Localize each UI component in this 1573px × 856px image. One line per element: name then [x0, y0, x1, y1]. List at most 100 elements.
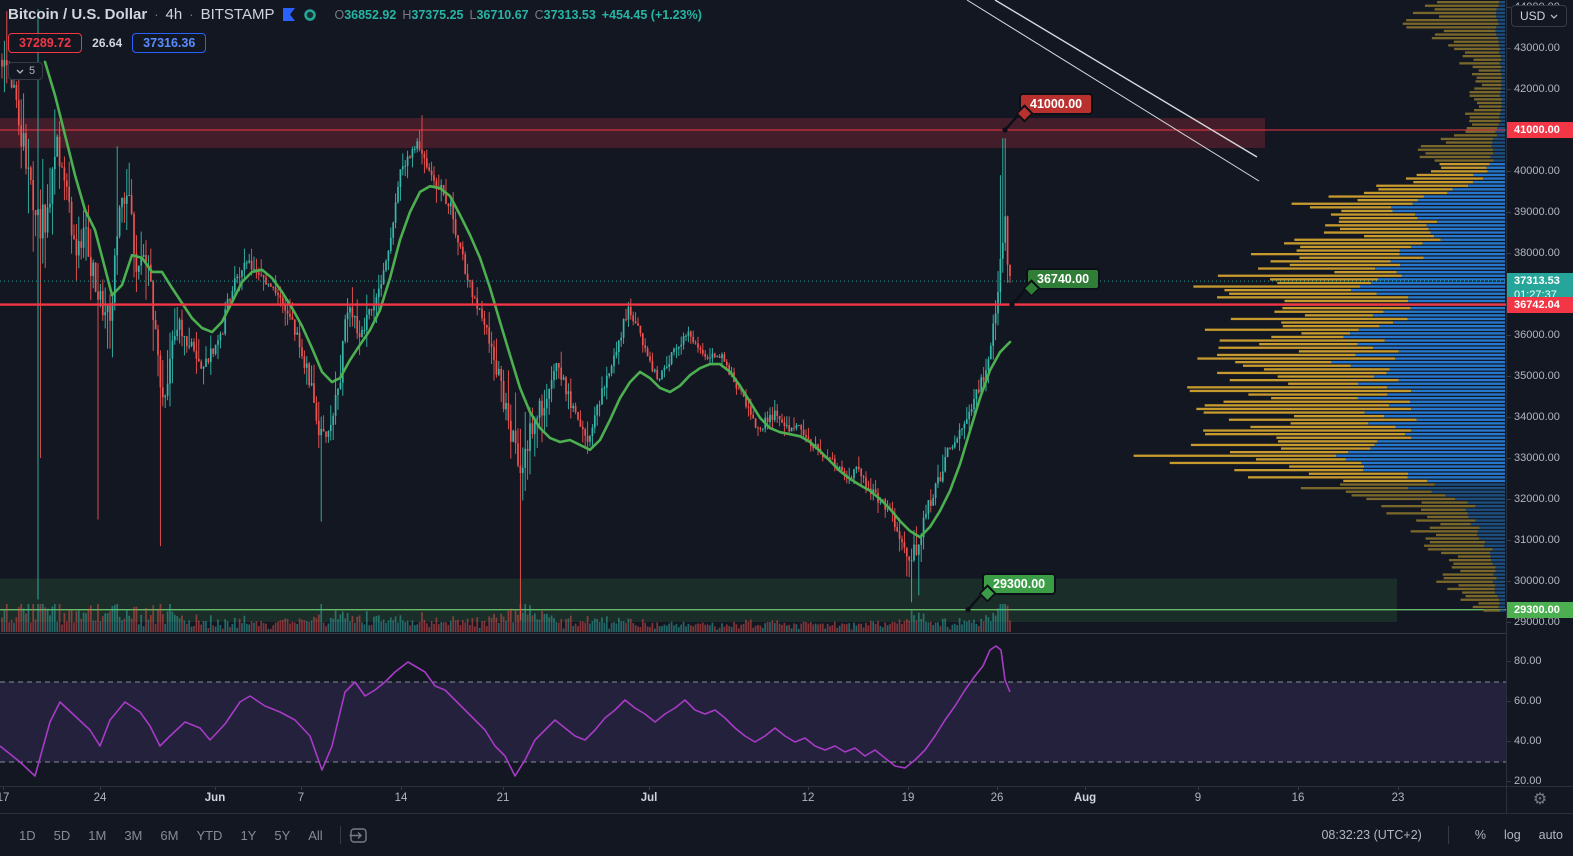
range-button-all[interactable]: All — [308, 827, 323, 843]
change-value: +454.45 (+1.23%) — [601, 7, 702, 22]
open-label: O — [334, 7, 345, 22]
time-tick: 17 — [0, 792, 10, 804]
clock-timezone[interactable]: 08:32:23 (UTC+2) — [1321, 828, 1422, 842]
market-status-dot-icon — [303, 8, 317, 22]
time-axis[interactable]: 17 24 Jun 7 14 21 Jul 12 19 26 Aug 9 16 23 — [0, 786, 1506, 813]
close-value: 37313.53 — [543, 7, 596, 22]
volume-bars — [1, 604, 1011, 632]
rsi-chart-canvas[interactable] — [0, 634, 1506, 786]
symbol-title[interactable]: Bitcoin / U.S. Dollar — [8, 6, 148, 23]
tick-mark — [1507, 7, 1511, 8]
time-tick: Aug — [1073, 792, 1097, 804]
time-tick: 16 — [1291, 792, 1305, 804]
currency-label: USD — [1520, 9, 1546, 23]
time-tick-mark — [1398, 786, 1399, 790]
price-tick: 32000.00 — [1514, 493, 1560, 505]
chevron-down-icon — [1550, 14, 1558, 19]
range-button-5d[interactable]: 5D — [53, 827, 71, 843]
rsi-tick: 40.00 — [1514, 735, 1542, 747]
range-button-1m[interactable]: 1M — [88, 827, 107, 843]
tick-mark — [1507, 458, 1511, 459]
tick-mark — [1507, 335, 1511, 336]
close-label: C — [534, 7, 544, 22]
range-button-5y[interactable]: 5Y — [274, 827, 291, 843]
log-scale-button[interactable]: log — [1503, 828, 1521, 842]
low-value: 36710.67 — [476, 7, 529, 22]
auto-scale-button[interactable]: auto — [1538, 828, 1563, 842]
time-tick: 14 — [394, 792, 408, 804]
tick-mark — [1507, 661, 1511, 662]
price-label-41000.00: 41000.00 — [1507, 122, 1573, 138]
time-tick-mark — [908, 786, 909, 790]
separator: · — [154, 7, 159, 22]
tick-mark — [1507, 781, 1511, 782]
tick-mark — [1507, 253, 1511, 254]
time-tick: 19 — [901, 792, 915, 804]
moving-average-line — [43, 60, 1012, 539]
price-tick: 33000.00 — [1514, 452, 1560, 464]
price-chart-canvas[interactable] — [0, 0, 1506, 633]
time-tick: 12 — [801, 792, 815, 804]
price-tick: 39000.00 — [1514, 206, 1560, 218]
resistance-zone[interactable] — [0, 118, 1265, 149]
support-zone[interactable] — [0, 578, 1397, 622]
rsi-pane[interactable] — [0, 633, 1506, 786]
time-tick-mark — [1198, 786, 1199, 790]
price-callout-resistance[interactable]: 41000.00 — [1019, 93, 1094, 115]
high-label: H — [402, 7, 412, 22]
price-callout-support[interactable]: 29300.00 — [982, 572, 1057, 595]
range-button-ytd[interactable]: YTD — [196, 827, 223, 843]
gear-icon[interactable]: ⚙ — [1532, 790, 1548, 808]
price-tick: 38000.00 — [1514, 247, 1560, 259]
price-tick: 30000.00 — [1514, 575, 1560, 587]
percent-scale-button[interactable]: % — [1474, 828, 1486, 842]
high-value: 37375.25 — [411, 7, 464, 22]
chart-legend: Bitcoin / U.S. Dollar · 4h · BITSTAMP O3… — [8, 6, 702, 80]
range-button-6m[interactable]: 6M — [160, 827, 179, 843]
chevron-down-icon — [16, 69, 24, 74]
buy-price-button[interactable]: 37316.36 — [132, 33, 207, 53]
time-tick: Jun — [204, 792, 226, 804]
time-tick-mark — [301, 786, 302, 790]
rsi-tick: 80.00 — [1514, 655, 1542, 667]
indicators-collapse-button[interactable]: 5 — [8, 62, 44, 80]
time-tick: 21 — [496, 792, 510, 804]
range-button-1y[interactable]: 1Y — [240, 827, 257, 843]
interval-label[interactable]: 4h — [165, 6, 183, 23]
price-tick: 43000.00 — [1514, 42, 1560, 54]
exchange-label[interactable]: BITSTAMP — [200, 6, 275, 23]
price-axis[interactable]: 44000.0043000.0042000.0040000.0039000.00… — [1506, 0, 1573, 787]
tick-mark — [1507, 499, 1511, 500]
price-tick: 40000.00 — [1514, 165, 1560, 177]
divider — [1447, 826, 1449, 844]
ohlc-readout: O36852.92 H37375.25 L36710.67 C37313.53 … — [334, 8, 701, 22]
tick-mark — [1507, 212, 1511, 213]
currency-dropdown-button[interactable]: USD — [1511, 5, 1568, 27]
volume-profile — [1133, 1, 1505, 612]
tick-mark — [1507, 376, 1511, 377]
price-pane[interactable]: Bitcoin / U.S. Dollar · 4h · BITSTAMP O3… — [0, 0, 1506, 633]
trend-channel-line[interactable] — [966, 0, 1260, 182]
sell-price-button[interactable]: 37289.72 — [8, 33, 83, 53]
separator: · — [189, 7, 194, 22]
time-tick-mark — [401, 786, 402, 790]
range-selector: 1D 5D 1M 3M 6M YTD 1Y 5Y All — [10, 824, 332, 847]
time-tick: 23 — [1391, 792, 1405, 804]
time-tick-mark — [215, 786, 216, 790]
time-tick-mark — [1085, 786, 1086, 790]
time-tick: 24 — [93, 792, 107, 804]
trend-channel-line[interactable] — [994, 0, 1258, 158]
tick-mark — [1507, 171, 1511, 172]
tick-mark — [1507, 48, 1511, 49]
price-label-29300.00: 29300.00 — [1507, 601, 1573, 618]
tick-mark — [1507, 701, 1511, 702]
time-tick-mark — [100, 786, 101, 790]
goto-date-button[interactable] — [349, 826, 368, 845]
tick-mark — [1507, 417, 1511, 418]
price-callout-mid[interactable]: 36740.00 — [1026, 267, 1101, 290]
range-button-1d[interactable]: 1D — [19, 827, 36, 843]
flag-icon[interactable] — [281, 7, 296, 22]
time-tick: 9 — [1194, 792, 1202, 804]
range-button-3m[interactable]: 3M — [124, 827, 143, 843]
